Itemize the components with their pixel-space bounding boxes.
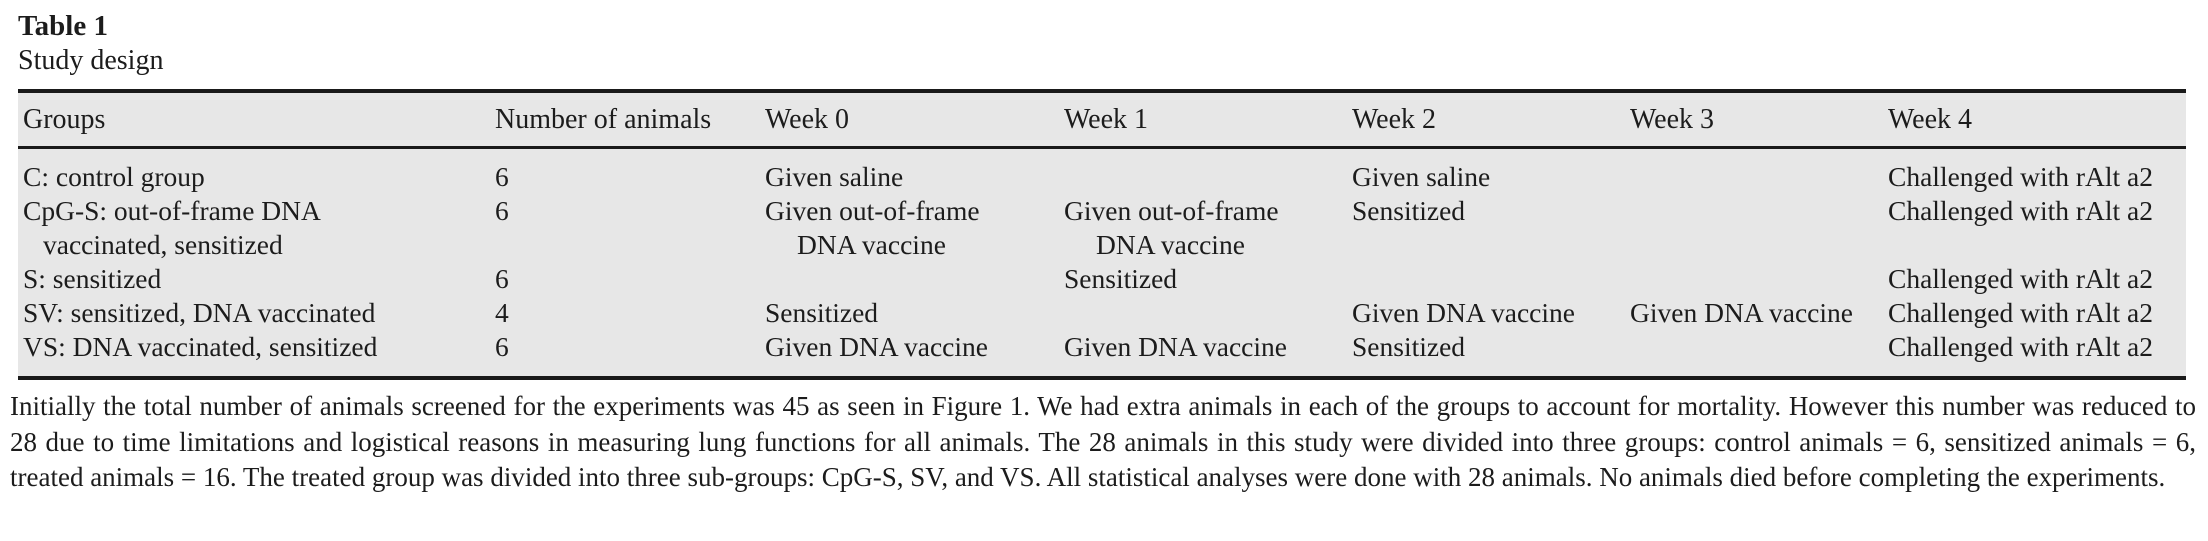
cell-n: 6 [495,195,509,226]
cell-group: S: sensitized [23,263,162,294]
column-header-number-of-animals: Number of animals [495,93,765,149]
cell-week-0: Sensitized [765,297,879,328]
cell-week-3 [1630,330,1888,376]
cell-week-4: Challenged with rAlt a2 [1888,195,2154,226]
cell-n: 6 [495,331,509,362]
table-row-sv: SV: sensitized, DNA vaccinated 4 Sensiti… [18,296,2186,330]
cell-week-4: Challenged with rAlt a2 [1888,161,2154,192]
table-number-label: Table 1 [18,10,108,42]
table-row-cpg-s: CpG-S: out-of-frame DNA vaccinated, sensi… [18,194,2186,262]
table-row-control-group: C: control group 6 Given saline Given sa… [18,148,2186,195]
cell-week-2: Sensitized [1352,195,1466,226]
cell-group: VS: DNA vaccinated, sensitized [23,331,378,362]
cell-week-0: Given saline [765,161,904,192]
header-row: Groups Number of animals Week 0 Week 1 W… [18,93,2186,149]
cell-week-0 [765,262,1064,296]
cell-week-0: Given out-of-frame DNA vaccine [765,195,980,260]
cell-week-2: Given saline [1352,161,1491,192]
cell-week-2: Sensitized [1352,331,1466,362]
column-header-week-0: Week 0 [765,93,1064,149]
cell-n: 4 [495,297,509,328]
cell-week-1 [1064,148,1352,195]
column-header-week-4: Week 4 [1888,93,2186,149]
cell-week-3 [1630,262,1888,296]
column-header-week-2: Week 2 [1352,93,1630,149]
cell-week-1 [1064,296,1352,330]
column-header-week-1: Week 1 [1064,93,1352,149]
table-row-sensitized: S: sensitized 6 Sensitized Challenged wi… [18,262,2186,296]
cell-n: 6 [495,161,509,192]
cell-week-2: Given DNA vaccine [1352,297,1575,328]
cell-week-4: Challenged with rAlt a2 [1888,331,2154,362]
column-header-groups: Groups [18,93,495,149]
cell-week-4: Challenged with rAlt a2 [1888,297,2154,328]
cell-week-0: Given DNA vaccine [765,331,988,362]
cell-week-2 [1352,262,1630,296]
study-design-table: Groups Number of animals Week 0 Week 1 W… [18,93,2186,376]
cell-group: CpG-S: out-of-frame DNA vaccinated, sensi… [23,195,321,260]
cell-week-1: Sensitized [1064,263,1178,294]
column-header-week-3: Week 3 [1630,93,1888,149]
table-caption-block: Table 1 Study design [0,0,2208,78]
cell-week-3 [1630,148,1888,195]
cell-week-3 [1630,194,1888,262]
cell-week-3: Given DNA vaccine [1630,297,1853,328]
table-footnote: Initially the total number of animals sc… [10,391,2196,492]
cell-n: 6 [495,263,509,294]
cell-group: C: control group [23,161,205,192]
table-title: Study design [18,45,164,76]
study-design-table-container: Groups Number of animals Week 0 Week 1 W… [18,89,2186,380]
table-row-vs: VS: DNA vaccinated, sensitized 6 Given D… [18,330,2186,376]
cell-week-1: Given DNA vaccine [1064,331,1287,362]
cell-week-4: Challenged with rAlt a2 [1888,263,2154,294]
cell-week-1: Given out-of-frame DNA vaccine [1064,195,1279,260]
cell-group: SV: sensitized, DNA vaccinated [23,297,376,328]
